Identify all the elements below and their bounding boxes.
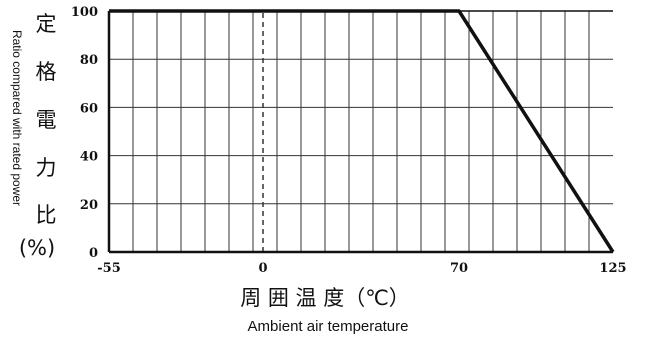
x-tick-label: 70 xyxy=(450,261,468,276)
x-tick-label: 0 xyxy=(258,261,267,276)
y-axis-label-char: 比 xyxy=(36,203,57,227)
series-line xyxy=(109,9,615,253)
x-tick-label: 125 xyxy=(599,261,626,276)
x-tick-labels: -55 0 70 125 xyxy=(97,261,626,276)
y-tick-label: 0 xyxy=(89,246,98,261)
x-tick-label: -55 xyxy=(97,261,121,276)
grid xyxy=(109,11,613,252)
y-axis-label-unit: (%) xyxy=(19,236,55,260)
y-axis-label-char: 電 xyxy=(36,108,57,132)
y-tick-label: 40 xyxy=(80,150,98,165)
y-tick-labels: 0 20 40 60 80 100 xyxy=(71,5,98,261)
x-axis-label-english: Ambient air temperature xyxy=(248,318,409,335)
y-axis-label-english: Ratio compared with rated power xyxy=(10,30,24,206)
y-tick-label: 80 xyxy=(80,53,98,68)
y-tick-label: 100 xyxy=(71,5,98,20)
y-axis-label-char: 定 xyxy=(36,12,57,36)
y-axis-label-char: 力 xyxy=(36,156,57,180)
y-axis-label-char: 格 xyxy=(36,60,57,84)
y-tick-label: 20 xyxy=(80,198,98,213)
x-axis-label-japanese: 周 囲 温 度（℃） xyxy=(240,286,410,310)
y-tick-label: 60 xyxy=(80,101,98,116)
